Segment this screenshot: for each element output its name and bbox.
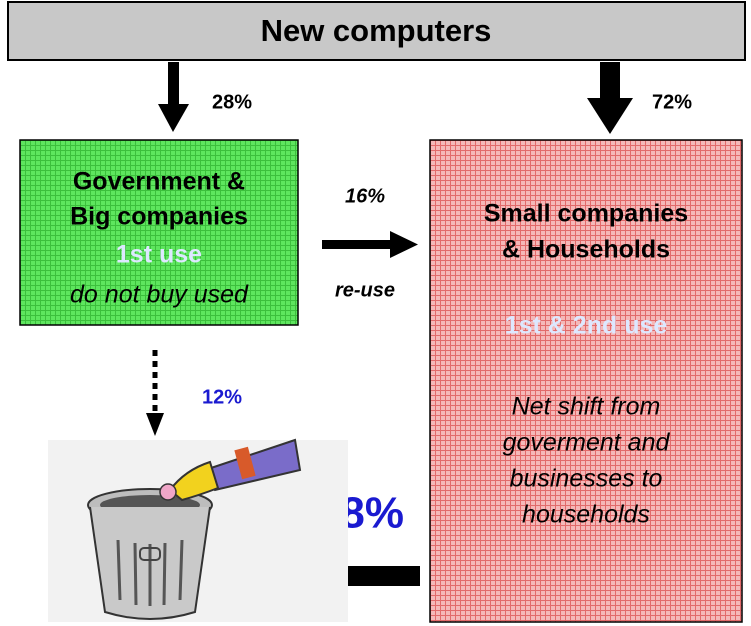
flow-label: 28% <box>212 91 252 113</box>
box-use: 1st & 2nd use <box>505 312 668 340</box>
flow-label: 16% <box>345 185 385 207</box>
trash-illustration <box>48 440 348 622</box>
header-title: New computers <box>261 13 492 48</box>
arrow-to-small <box>587 62 633 134</box>
flow-label: 72% <box>652 91 692 113</box>
box-note: households <box>522 501 650 529</box>
diagram: New computers 28% 72% Government & Big c… <box>0 0 751 626</box>
box-note: do not buy used <box>70 281 249 309</box>
flow-label: 12% <box>202 386 242 408</box>
arrow-reuse <box>322 231 418 258</box>
box-use: 1st use <box>116 241 202 269</box>
arrow-discard-government <box>146 350 164 436</box>
box-title: Big companies <box>70 203 248 231</box>
box-note: Net shift from <box>512 393 661 421</box>
box-note: goverment and <box>503 429 671 457</box>
box-title: & Households <box>502 236 670 264</box>
box-title: Government & <box>73 168 245 196</box>
box-title: Small companies <box>484 200 688 228</box>
box-note: businesses to <box>510 465 663 493</box>
arrow-to-government <box>158 62 189 132</box>
flow-label: re-use <box>335 279 395 301</box>
